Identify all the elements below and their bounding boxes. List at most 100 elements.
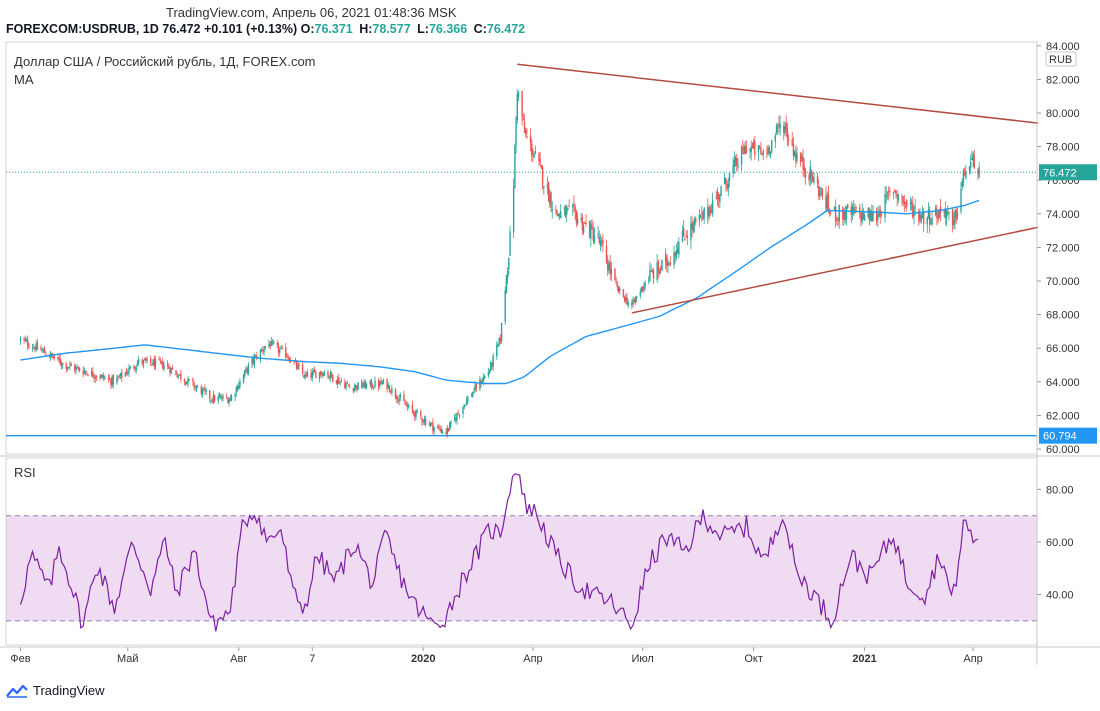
candle-body: [420, 411, 422, 417]
candle-body: [853, 207, 855, 214]
candle-body: [340, 380, 342, 382]
candle-body: [497, 343, 499, 346]
candle-body: [644, 282, 646, 287]
time-axis[interactable]: Фев Май Авг 7 2020 Апр Июл Окт 2021 Апр: [10, 647, 983, 665]
candle-body: [474, 384, 476, 391]
candle-body: [951, 208, 954, 226]
candle-body: [557, 214, 559, 216]
candle-body: [356, 385, 358, 390]
candle-body: [405, 405, 408, 407]
candle-body: [669, 262, 672, 264]
candle-body: [361, 381, 363, 388]
candle-body: [136, 362, 139, 367]
candle-body: [119, 373, 122, 377]
support-trendline[interactable]: [631, 226, 1039, 314]
candle-body: [641, 287, 644, 290]
tradingview-logo[interactable]: TradingView: [6, 683, 105, 698]
candle-body: [727, 184, 730, 190]
candle-body: [505, 275, 508, 294]
candle-body: [146, 358, 148, 361]
candle-body: [430, 422, 433, 424]
candle-body: [481, 381, 484, 384]
candle-body: [921, 211, 924, 219]
candle-body: [650, 270, 652, 272]
candle-body: [399, 395, 402, 398]
candle-body: [550, 191, 552, 209]
candle-body: [306, 372, 309, 376]
candle-body: [180, 373, 182, 380]
candle-body: [286, 356, 288, 358]
candle-body: [357, 382, 359, 390]
candle-body: [100, 375, 102, 378]
price-pane[interactable]: 60.000 62.000 64.000 66.000 68.000 70.000 72.0…: [5, 41, 1097, 456]
candle-body: [43, 348, 46, 354]
candle-body: [369, 380, 371, 385]
candle-body: [125, 371, 128, 375]
candle-body: [547, 182, 550, 202]
candle-body: [121, 372, 123, 378]
candle-body: [910, 201, 913, 205]
moving-average-line[interactable]: [20, 199, 980, 385]
candle-body: [555, 209, 557, 211]
candle-body: [838, 205, 840, 222]
rsi-pane[interactable]: 40.00 60.00 80.00: [5, 457, 1074, 646]
candle-body: [23, 337, 25, 341]
candle-body: [869, 210, 872, 221]
candle-body: [276, 342, 279, 345]
candle-body: [336, 378, 339, 385]
candle-body: [625, 297, 627, 301]
candle-body: [101, 374, 104, 377]
candle-body: [305, 374, 307, 376]
symbol-label[interactable]: FOREXCOM:USDRUB, 1D: [6, 22, 159, 36]
candle-body: [667, 261, 669, 267]
candles-group: [19, 89, 980, 438]
candle-body: [728, 173, 731, 182]
candle-body: [608, 264, 610, 270]
candle-body: [833, 206, 836, 210]
candle-body: [775, 125, 778, 133]
candle-body: [186, 381, 188, 385]
candle-body: [904, 202, 907, 204]
time-axis-tick-label: Май: [117, 653, 139, 665]
candle-body: [886, 192, 889, 194]
candle-body: [318, 372, 321, 380]
candle-body: [76, 367, 78, 369]
candle-body: [968, 166, 971, 171]
candle-body: [381, 382, 383, 384]
candle-body: [74, 366, 76, 371]
candle-body: [559, 211, 562, 219]
candle-body: [768, 147, 771, 154]
candle-body: [92, 371, 94, 377]
resistance-trendline[interactable]: [517, 63, 1039, 124]
candle-body: [498, 337, 500, 345]
candle-body: [845, 206, 848, 219]
candle-body: [415, 409, 417, 417]
rsi-line[interactable]: [19, 473, 979, 632]
candle-body: [374, 380, 376, 387]
candle-body: [531, 143, 533, 156]
candle-body: [271, 341, 274, 343]
candle-body: [262, 350, 264, 352]
price-axis-tick-label: 64.000: [1046, 377, 1080, 389]
candle-body: [767, 147, 769, 154]
candle-body: [740, 146, 743, 165]
price-axis-tick-label: 62.000: [1046, 410, 1080, 422]
candle-body: [53, 356, 55, 359]
candle-body: [362, 386, 364, 388]
candle-body: [733, 159, 736, 167]
candle-body: [428, 423, 430, 425]
candle-body: [717, 194, 720, 200]
candle-body: [192, 379, 194, 382]
candle-body: [398, 398, 400, 402]
candle-body: [433, 427, 435, 432]
time-axis-tick-label: Июл: [632, 653, 654, 665]
candle-body: [602, 239, 604, 246]
candle-body: [543, 185, 545, 189]
candle-body: [914, 207, 916, 209]
candle-body: [42, 349, 45, 351]
candle-body: [93, 375, 95, 378]
candle-body: [445, 431, 447, 434]
candle-body: [213, 395, 216, 402]
candle-body: [65, 363, 67, 370]
